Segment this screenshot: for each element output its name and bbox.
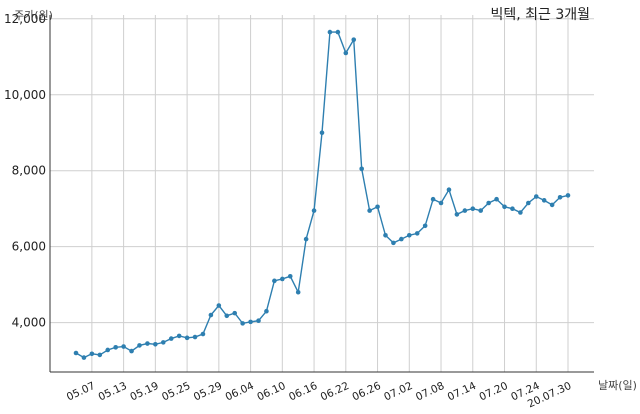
data-point [264, 308, 269, 314]
data-point [462, 208, 468, 213]
data-point [533, 194, 539, 199]
data-point [422, 223, 428, 229]
data-point [494, 196, 499, 202]
y-tick-label: 4,000 [12, 316, 46, 330]
x-tick-label: 06.26 [350, 380, 383, 404]
chart-title: 빅텍, 최근 3개월 [490, 7, 590, 23]
data-point [105, 347, 111, 353]
data-point [303, 236, 309, 242]
data-point [145, 341, 150, 346]
data-point [97, 352, 103, 358]
y-axis-label: 주가(원) [14, 9, 53, 22]
x-tick-label: 05.19 [128, 380, 160, 404]
price-series [73, 29, 571, 360]
x-tick-label: 05.07 [65, 380, 97, 404]
data-point [192, 334, 198, 340]
data-point [557, 194, 563, 200]
data-point [280, 276, 285, 282]
data-point [295, 289, 301, 295]
data-point [430, 196, 436, 202]
data-point [541, 198, 547, 203]
x-tick-label: 07.20 [477, 380, 509, 404]
data-point [311, 208, 317, 213]
x-tick-label: 06.16 [287, 380, 320, 404]
data-point [168, 336, 174, 341]
data-point [184, 335, 190, 341]
data-point [565, 193, 571, 198]
data-point [518, 210, 523, 215]
data-point [414, 231, 420, 236]
data-point [73, 350, 79, 356]
data-point [502, 204, 507, 210]
data-point [454, 212, 460, 217]
data-point [375, 204, 380, 210]
data-point [367, 208, 372, 213]
data-point [232, 310, 238, 316]
data-point [319, 130, 325, 136]
data-point [121, 344, 126, 349]
y-tick-label: 6,000 [12, 240, 46, 254]
data-point [208, 312, 214, 318]
data-point [510, 206, 515, 211]
series-line [75, 31, 569, 359]
data-point [470, 206, 476, 211]
data-point [486, 200, 491, 206]
data-point [153, 341, 158, 347]
data-point [399, 236, 404, 242]
data-point [81, 355, 87, 360]
axes [49, 15, 594, 373]
x-tick-label: 06.22 [319, 380, 351, 404]
data-point [478, 208, 484, 213]
data-point [327, 29, 333, 35]
data-point [438, 200, 444, 206]
data-point [359, 166, 364, 172]
data-point [160, 340, 166, 345]
x-tick-labels: 05.07 05.13 05.19 05.25 05.29 06.04 06.10 06.16… [65, 380, 573, 411]
data-point [176, 333, 182, 339]
data-point [113, 345, 118, 350]
x-tick-label: 07.14 [446, 380, 479, 404]
data-point [248, 319, 253, 325]
data-point [272, 278, 277, 284]
x-tick-label: 05.13 [97, 380, 129, 404]
x-axis-label: 날짜(일) [598, 378, 637, 392]
y-tick-label: 10,000 [4, 88, 46, 102]
data-point [200, 331, 206, 337]
data-point [549, 202, 555, 208]
x-tick-label: 05.29 [192, 380, 224, 404]
data-point [406, 232, 412, 238]
y-tick-labels: 4,000 6,000 8,000 10,000 12,000 [4, 12, 46, 330]
data-point [335, 29, 341, 35]
x-tick-label: 06.10 [255, 380, 287, 404]
data-point [446, 187, 452, 193]
data-point [89, 351, 95, 357]
x-tick-label: 06.04 [224, 380, 257, 404]
data-point [216, 303, 222, 308]
y-tick-label: 12,000 [4, 12, 46, 26]
data-point [343, 50, 349, 56]
data-point [129, 348, 134, 354]
data-point [391, 240, 396, 246]
data-point [224, 313, 230, 319]
data-point [351, 37, 357, 42]
data-point [526, 200, 531, 206]
data-point [137, 343, 142, 348]
x-tick-label: 07.02 [382, 380, 414, 404]
x-tick-label: 05.25 [160, 380, 192, 404]
y-tick-label: 8,000 [12, 164, 46, 178]
gridlines [50, 15, 594, 372]
data-point [287, 273, 293, 279]
data-point [256, 318, 261, 324]
data-point [240, 321, 245, 326]
x-tick-label: 07.08 [414, 380, 446, 404]
data-point [383, 232, 388, 238]
